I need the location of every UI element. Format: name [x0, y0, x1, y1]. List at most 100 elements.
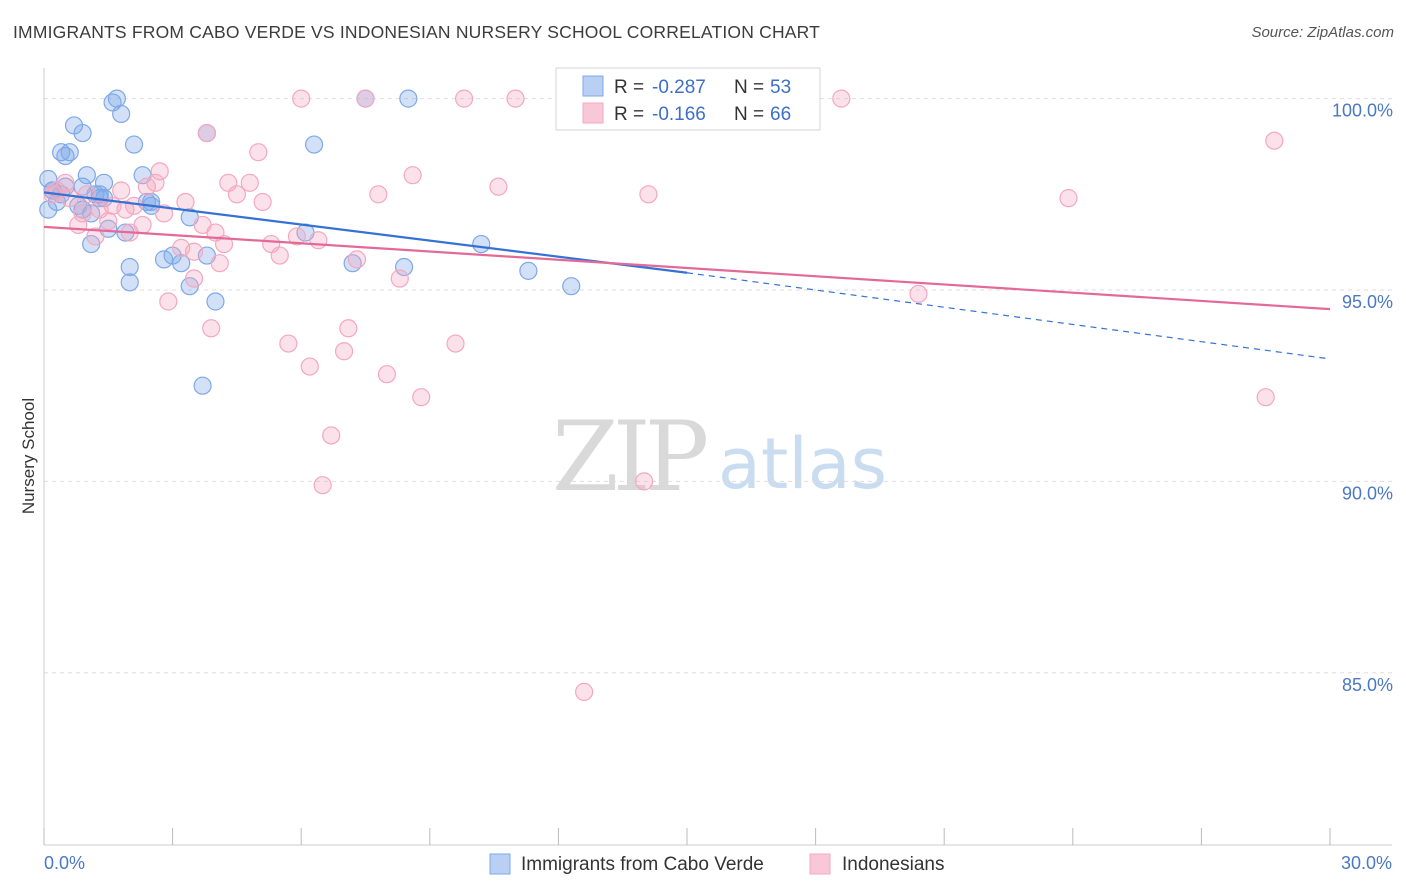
legend-label-indonesians: Indonesians [842, 854, 944, 875]
indonesian-point-24 [197, 123, 216, 143]
indonesian-point-65 [184, 242, 204, 261]
cabo-verde-point-37 [193, 376, 212, 395]
series-legend: Immigrants from Cabo Verde Indonesians [489, 853, 944, 875]
legend-r-label-2: R = [614, 104, 644, 125]
indonesian-point-41 [322, 426, 341, 445]
indonesian-point-49 [403, 166, 422, 185]
indonesian-point-35 [279, 334, 298, 353]
indonesian-point-12 [116, 200, 135, 219]
indonesian-point-38 [300, 357, 319, 376]
legend-r-value-2: -0.166 [652, 104, 706, 125]
indonesian-point-50 [412, 388, 431, 407]
cabo-verde-trend-extension [686, 272, 1331, 360]
indonesian-point-37 [292, 89, 311, 108]
indonesian-point-40 [313, 476, 332, 495]
indonesian-point-15 [137, 177, 156, 196]
cabo-verde-point-29 [154, 250, 174, 269]
watermark-zip: ZIP [552, 401, 707, 513]
indonesian-point-45 [356, 89, 375, 108]
indonesian-point-29 [227, 185, 246, 204]
x-tick-label-min: 0.0% [44, 853, 85, 873]
y-axis-label: Nursery School [19, 398, 38, 514]
indonesian-point-53 [489, 177, 508, 196]
legend-n-value-1: 53 [770, 77, 791, 98]
legend-r-label-1: R = [614, 77, 644, 98]
indonesian-point-59 [909, 284, 928, 303]
indonesian-point-16 [146, 173, 165, 192]
indonesian-point-9 [99, 212, 118, 231]
legend-swatch-blue [582, 75, 604, 97]
data-points [39, 89, 1284, 701]
indonesian-point-7 [86, 227, 105, 246]
cabo-verde-point-39 [304, 135, 324, 154]
legend-swatch-pink [582, 102, 604, 124]
legend-n-label-1: N = [734, 77, 764, 98]
y-tick-label-85: 85.0% [1342, 675, 1393, 695]
indonesian-point-61 [1256, 388, 1275, 407]
indonesian-point-25 [202, 319, 221, 338]
indonesian-point-62 [1265, 131, 1284, 150]
indonesian-point-30 [240, 173, 259, 192]
indonesian-point-54 [506, 89, 525, 108]
cabo-verde-point-44 [472, 234, 491, 254]
cabo-verde-point-31 [172, 254, 191, 273]
indonesian-point-18 [154, 204, 174, 223]
legend-n-value-2: 66 [770, 104, 791, 125]
cabo-verde-point-20 [107, 89, 126, 108]
cabo-verde-point-45 [519, 261, 538, 280]
y-tick-labels: 85.0% 90.0% 95.0% 100.0% [1332, 101, 1393, 695]
x-tick-label-max: 30.0% [1341, 853, 1392, 873]
gridlines [44, 98, 1392, 674]
watermark-atlas: atlas [718, 423, 887, 505]
indonesian-point-48 [390, 269, 409, 288]
indonesian-point-58 [832, 89, 851, 108]
cabo-verde-point-17 [94, 173, 114, 192]
source-label: Source: ZipAtlas.com [1251, 24, 1394, 41]
y-tick-label-100: 100.0% [1332, 101, 1393, 121]
indonesian-point-19 [159, 292, 178, 311]
indonesian-point-60 [1059, 189, 1078, 208]
legend-swatch-cabo-verde [489, 853, 511, 875]
indonesian-point-56 [635, 472, 654, 491]
indonesian-point-34 [270, 246, 289, 265]
legend-swatch-indonesians [809, 853, 831, 875]
y-tick-label-95: 95.0% [1342, 292, 1393, 312]
chart-title: IMMIGRANTS FROM CABO VERDE VS INDONESIAN… [13, 22, 821, 42]
indonesian-point-13 [124, 196, 144, 215]
indonesian-trend-line [43, 225, 1331, 311]
indonesian-point-46 [369, 185, 388, 204]
legend-label-cabo-verde: Immigrants from Cabo Verde [521, 854, 764, 875]
indonesian-point-17 [150, 162, 169, 181]
indonesian-point-21 [176, 192, 195, 212]
cabo-verde-point-36 [206, 292, 225, 311]
correlation-legend: R = -0.287 N = 53 R = -0.166 N = 66 [555, 67, 821, 131]
indonesian-point-11 [112, 181, 131, 200]
cabo-verde-trend-line [43, 191, 688, 274]
indonesian-point-3 [60, 189, 79, 208]
cabo-verde-point-25 [124, 135, 144, 154]
indonesian-point-44 [347, 250, 367, 269]
indonesian-point-47 [377, 365, 397, 384]
legend-n-label-2: N = [734, 104, 764, 125]
cabo-verde-point-21 [112, 104, 131, 124]
indonesian-point-26 [210, 254, 229, 273]
indonesian-point-39 [309, 231, 328, 250]
indonesian-point-43 [339, 319, 358, 338]
cabo-verde-point-42 [394, 257, 414, 277]
indonesian-point-22 [184, 269, 204, 288]
y-tick-label-90: 90.0% [1342, 483, 1393, 503]
indonesian-point-42 [334, 342, 354, 361]
cabo-verde-point-12 [77, 166, 96, 185]
legend-r-value-1: -0.287 [652, 77, 706, 98]
indonesian-point-55 [575, 682, 594, 701]
indonesian-point-32 [253, 192, 272, 212]
cabo-verde-point-46 [562, 277, 581, 296]
indonesian-point-57 [639, 185, 658, 204]
trend-lines [43, 191, 1331, 360]
indonesian-point-31 [249, 143, 268, 162]
x-axis-ticks [43, 828, 1331, 845]
cabo-verde-point-24 [120, 273, 139, 292]
indonesian-point-6 [77, 185, 96, 204]
indonesian-point-52 [454, 89, 474, 108]
